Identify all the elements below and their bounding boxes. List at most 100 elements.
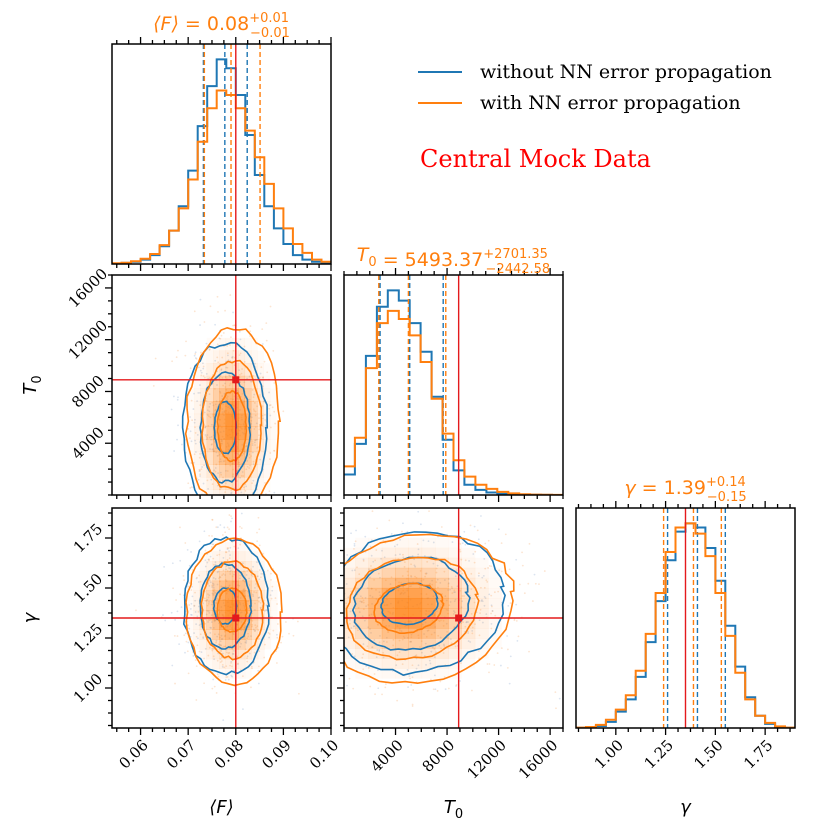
- scatter-point: [254, 548, 256, 550]
- scatter-point: [212, 439, 215, 441]
- density-cell: [225, 561, 233, 572]
- scatter-point: [488, 564, 491, 567]
- density-cell: [488, 618, 502, 629]
- scatter-point: [260, 366, 263, 369]
- density-cell: [206, 439, 214, 453]
- scatter-point: [424, 575, 427, 578]
- scatter-point: [252, 595, 255, 597]
- scatter-point: [228, 374, 231, 377]
- density-cell: [368, 547, 383, 559]
- scatter-point: [534, 582, 537, 585]
- scatter-point: [212, 590, 215, 593]
- scatter-point: [174, 619, 177, 621]
- scatter-point: [240, 474, 243, 477]
- scatter-point: [175, 356, 178, 359]
- density-cell: [257, 629, 265, 640]
- scatter-point: [233, 573, 235, 576]
- density-cell: [421, 557, 436, 569]
- density-cell: [474, 618, 489, 629]
- density-cell: [250, 451, 258, 465]
- scatter-point: [186, 549, 189, 551]
- scatter-point: [227, 652, 230, 655]
- density-cell: [381, 577, 396, 589]
- scatter-point: [442, 643, 445, 646]
- density-cell: [434, 648, 449, 659]
- density-cell: [381, 547, 396, 559]
- scatter-point: [477, 538, 480, 541]
- scatter-point: [410, 640, 412, 643]
- scatter-point: [213, 450, 216, 453]
- scatter-point: [221, 534, 224, 536]
- scatter-point: [252, 628, 255, 631]
- scatter-point: [191, 569, 194, 571]
- scatter-point: [187, 482, 190, 485]
- scatter-point: [309, 606, 311, 608]
- scatter-point: [246, 459, 249, 462]
- density-cell: [474, 587, 489, 599]
- scatter-point: [338, 570, 340, 572]
- x-tick-label: 1.00: [591, 736, 627, 772]
- scatter-point: [447, 583, 450, 586]
- scatter-point: [248, 375, 251, 378]
- scatter-point: [176, 635, 179, 637]
- scatter-point: [225, 366, 228, 369]
- density-cell: [206, 401, 214, 415]
- scatter-point: [243, 486, 245, 489]
- scatter-point: [219, 524, 222, 526]
- scatter-point: [241, 471, 244, 473]
- scatter-point: [251, 482, 254, 485]
- scatter-point: [216, 583, 219, 586]
- x-axis-label-T0: T0: [444, 797, 463, 822]
- scatter-point: [194, 591, 196, 594]
- density-cell: [257, 580, 265, 591]
- scatter-point: [260, 572, 263, 575]
- scatter-point: [215, 526, 218, 529]
- density-cell: [225, 476, 233, 491]
- scatter-point: [225, 651, 228, 654]
- scatter-point: [278, 625, 280, 627]
- x-tick-label: 0.06: [116, 736, 152, 772]
- scatter-point: [219, 661, 222, 664]
- scatter-point: [427, 629, 430, 632]
- density-cell: [488, 597, 502, 609]
- density-cell: [244, 375, 252, 389]
- scatter-point: [207, 424, 210, 427]
- scatter-point: [187, 641, 190, 644]
- scatter-point: [198, 470, 201, 473]
- scatter-point: [245, 468, 248, 471]
- scatter-point: [378, 649, 381, 651]
- scatter-point: [378, 641, 381, 644]
- density-cell: [193, 570, 201, 582]
- scatter-point: [210, 438, 212, 441]
- scatter-point: [227, 678, 230, 681]
- density-cell: [238, 401, 246, 415]
- density-cell: [188, 388, 195, 401]
- scatter-point: [219, 390, 221, 393]
- scatter-point: [220, 334, 223, 337]
- scatter-point: [228, 567, 230, 569]
- density-cell: [264, 363, 271, 376]
- scatter-point: [499, 664, 502, 667]
- scatter-point: [163, 565, 166, 568]
- density-cell: [461, 587, 476, 599]
- scatter-point: [211, 582, 214, 585]
- scatter-point: [195, 665, 198, 667]
- scatter-point: [202, 365, 205, 368]
- scatter-point: [219, 471, 222, 474]
- x-tick-label: 16000: [515, 736, 561, 782]
- scatter-point: [232, 311, 234, 314]
- density-cell: [270, 426, 277, 439]
- scatter-point: [254, 362, 256, 365]
- scatter-point: [246, 637, 248, 640]
- scatter-point: [251, 665, 253, 668]
- scatter-point: [177, 349, 179, 352]
- scatter-point: [254, 444, 256, 446]
- panel-F_T0: [112, 275, 331, 550]
- scatter-point: [437, 586, 439, 589]
- scatter-point: [473, 525, 476, 528]
- scatter-point: [216, 526, 219, 529]
- scatter-point: [239, 525, 241, 528]
- scatter-point: [350, 590, 353, 593]
- scatter-point: [232, 475, 234, 478]
- scatter-point: [204, 597, 206, 600]
